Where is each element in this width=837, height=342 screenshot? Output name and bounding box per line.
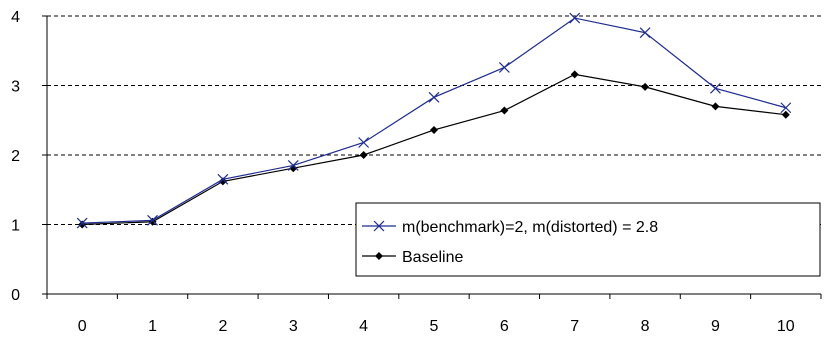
point-0-1	[147, 214, 158, 226]
legend-label-1: Baseline	[402, 249, 463, 266]
series-1	[78, 70, 790, 229]
point-0-8	[639, 27, 651, 39]
x-tick-label-2: 2	[218, 318, 227, 335]
legend-item-0: m(benchmark)=2, m(distorted) = 2.8	[362, 219, 658, 236]
point-1-9	[711, 102, 720, 111]
point-stroke-b	[710, 82, 721, 94]
series-group	[76, 12, 792, 229]
grid-lines	[47, 15, 821, 225]
point-0-6	[498, 62, 510, 73]
x-tick-label-9: 9	[711, 318, 720, 335]
point-0-5	[428, 91, 440, 103]
point-0-4	[358, 137, 370, 148]
point-stroke-b	[358, 137, 370, 148]
point-stroke-b	[217, 173, 229, 185]
legend-marker-0	[373, 220, 385, 232]
series-line-0	[82, 17, 786, 224]
y-axis-ticks: 0 1 2 3 4	[11, 9, 47, 304]
legend-item-1: Baseline	[362, 249, 463, 266]
point-1-0	[78, 220, 87, 229]
point-1-7	[570, 70, 579, 79]
x-axis-ticks: 0 1 2 3 4 5 6 7 8 9 10	[46, 294, 822, 335]
x-tick-label-6: 6	[500, 318, 509, 335]
y-tick-label-2: 2	[11, 148, 20, 165]
legend-marker-1	[375, 252, 383, 260]
x-tick-label-1: 1	[148, 318, 157, 335]
x-tick-label-4: 4	[359, 318, 368, 335]
point-0-7	[569, 12, 581, 24]
x-tick-label-0: 0	[78, 318, 87, 335]
point-stroke-b	[287, 160, 299, 171]
point-0-2	[217, 173, 229, 185]
legend-label-0: m(benchmark)=2, m(distorted) = 2.8	[402, 219, 658, 236]
y-tick-label-1: 1	[11, 218, 20, 235]
point-stroke-b	[780, 102, 792, 114]
x-tick-label-5: 5	[430, 318, 439, 335]
point-1-8	[641, 82, 650, 91]
point-stroke-b	[428, 91, 440, 103]
point-stroke-b	[639, 27, 651, 39]
point-1-10	[781, 110, 790, 119]
point-stroke-b	[569, 12, 581, 24]
series-0	[76, 12, 792, 229]
y-tick-label-4: 4	[11, 9, 20, 26]
y-tick-label-0: 0	[11, 287, 20, 304]
point-stroke-b	[147, 214, 158, 226]
point-0-0	[76, 217, 88, 229]
point-0-3	[287, 160, 299, 171]
x-tick-label-7: 7	[570, 318, 579, 335]
point-1-5	[430, 125, 438, 134]
x-tick-label-8: 8	[641, 318, 650, 335]
point-1-6	[500, 106, 509, 115]
point-0-9	[710, 82, 721, 94]
point-stroke-b	[498, 62, 510, 73]
point-0-10	[780, 102, 792, 114]
point-1-4	[359, 151, 368, 159]
legend-box	[355, 202, 821, 277]
point-stroke-b	[76, 217, 88, 229]
legend: m(benchmark)=2, m(distorted) = 2.8 Basel…	[355, 202, 821, 277]
x-tick-label-3: 3	[289, 318, 298, 335]
x-tick-label-10: 10	[777, 318, 795, 335]
y-tick-label-3: 3	[11, 79, 20, 96]
